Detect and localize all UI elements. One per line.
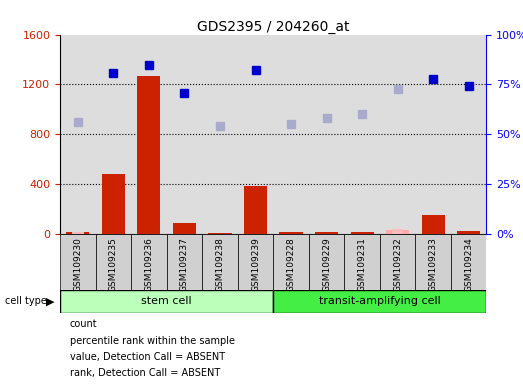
Bar <box>173 223 196 234</box>
Text: GSM109230: GSM109230 <box>73 237 83 292</box>
Text: percentile rank within the sample: percentile rank within the sample <box>70 336 235 346</box>
Text: transit-amplifying cell: transit-amplifying cell <box>319 296 441 306</box>
Bar <box>315 232 338 234</box>
Bar <box>102 174 125 234</box>
Bar <box>60 234 96 290</box>
Bar <box>202 234 238 290</box>
Text: GSM109232: GSM109232 <box>393 237 402 292</box>
Text: GSM109236: GSM109236 <box>144 237 153 292</box>
Bar <box>344 234 380 290</box>
Text: value, Detection Call = ABSENT: value, Detection Call = ABSENT <box>70 352 225 362</box>
Bar <box>350 232 373 234</box>
Bar <box>309 234 344 290</box>
Bar <box>386 230 409 234</box>
Text: GSM109234: GSM109234 <box>464 237 473 292</box>
Bar <box>422 215 445 234</box>
Bar <box>415 234 451 290</box>
Text: count: count <box>70 319 98 329</box>
Bar <box>244 185 267 234</box>
Text: GSM109237: GSM109237 <box>180 237 189 292</box>
Text: cell type: cell type <box>5 296 47 306</box>
Text: rank, Detection Call = ABSENT: rank, Detection Call = ABSENT <box>70 368 220 378</box>
Text: GSM109239: GSM109239 <box>251 237 260 292</box>
Bar <box>273 234 309 290</box>
Bar <box>273 290 486 313</box>
Bar <box>138 76 161 234</box>
Text: GSM109231: GSM109231 <box>358 237 367 292</box>
Text: GSM109233: GSM109233 <box>429 237 438 292</box>
Bar <box>392 228 403 234</box>
Text: GSM109235: GSM109235 <box>109 237 118 292</box>
Text: GSM109229: GSM109229 <box>322 237 331 292</box>
Bar <box>131 234 167 290</box>
Bar <box>380 234 415 290</box>
Bar <box>60 290 273 313</box>
Text: GSM109238: GSM109238 <box>215 237 224 292</box>
Bar <box>457 231 480 234</box>
Title: GDS2395 / 204260_at: GDS2395 / 204260_at <box>197 20 349 33</box>
Bar <box>279 232 303 234</box>
Bar <box>451 234 486 290</box>
Bar <box>167 234 202 290</box>
Bar <box>96 234 131 290</box>
Bar <box>72 232 84 234</box>
Bar <box>66 232 89 234</box>
Text: GSM109228: GSM109228 <box>287 237 295 292</box>
Bar <box>238 234 273 290</box>
Text: ▶: ▶ <box>47 296 55 306</box>
Bar <box>209 233 232 234</box>
Text: stem cell: stem cell <box>141 296 192 306</box>
